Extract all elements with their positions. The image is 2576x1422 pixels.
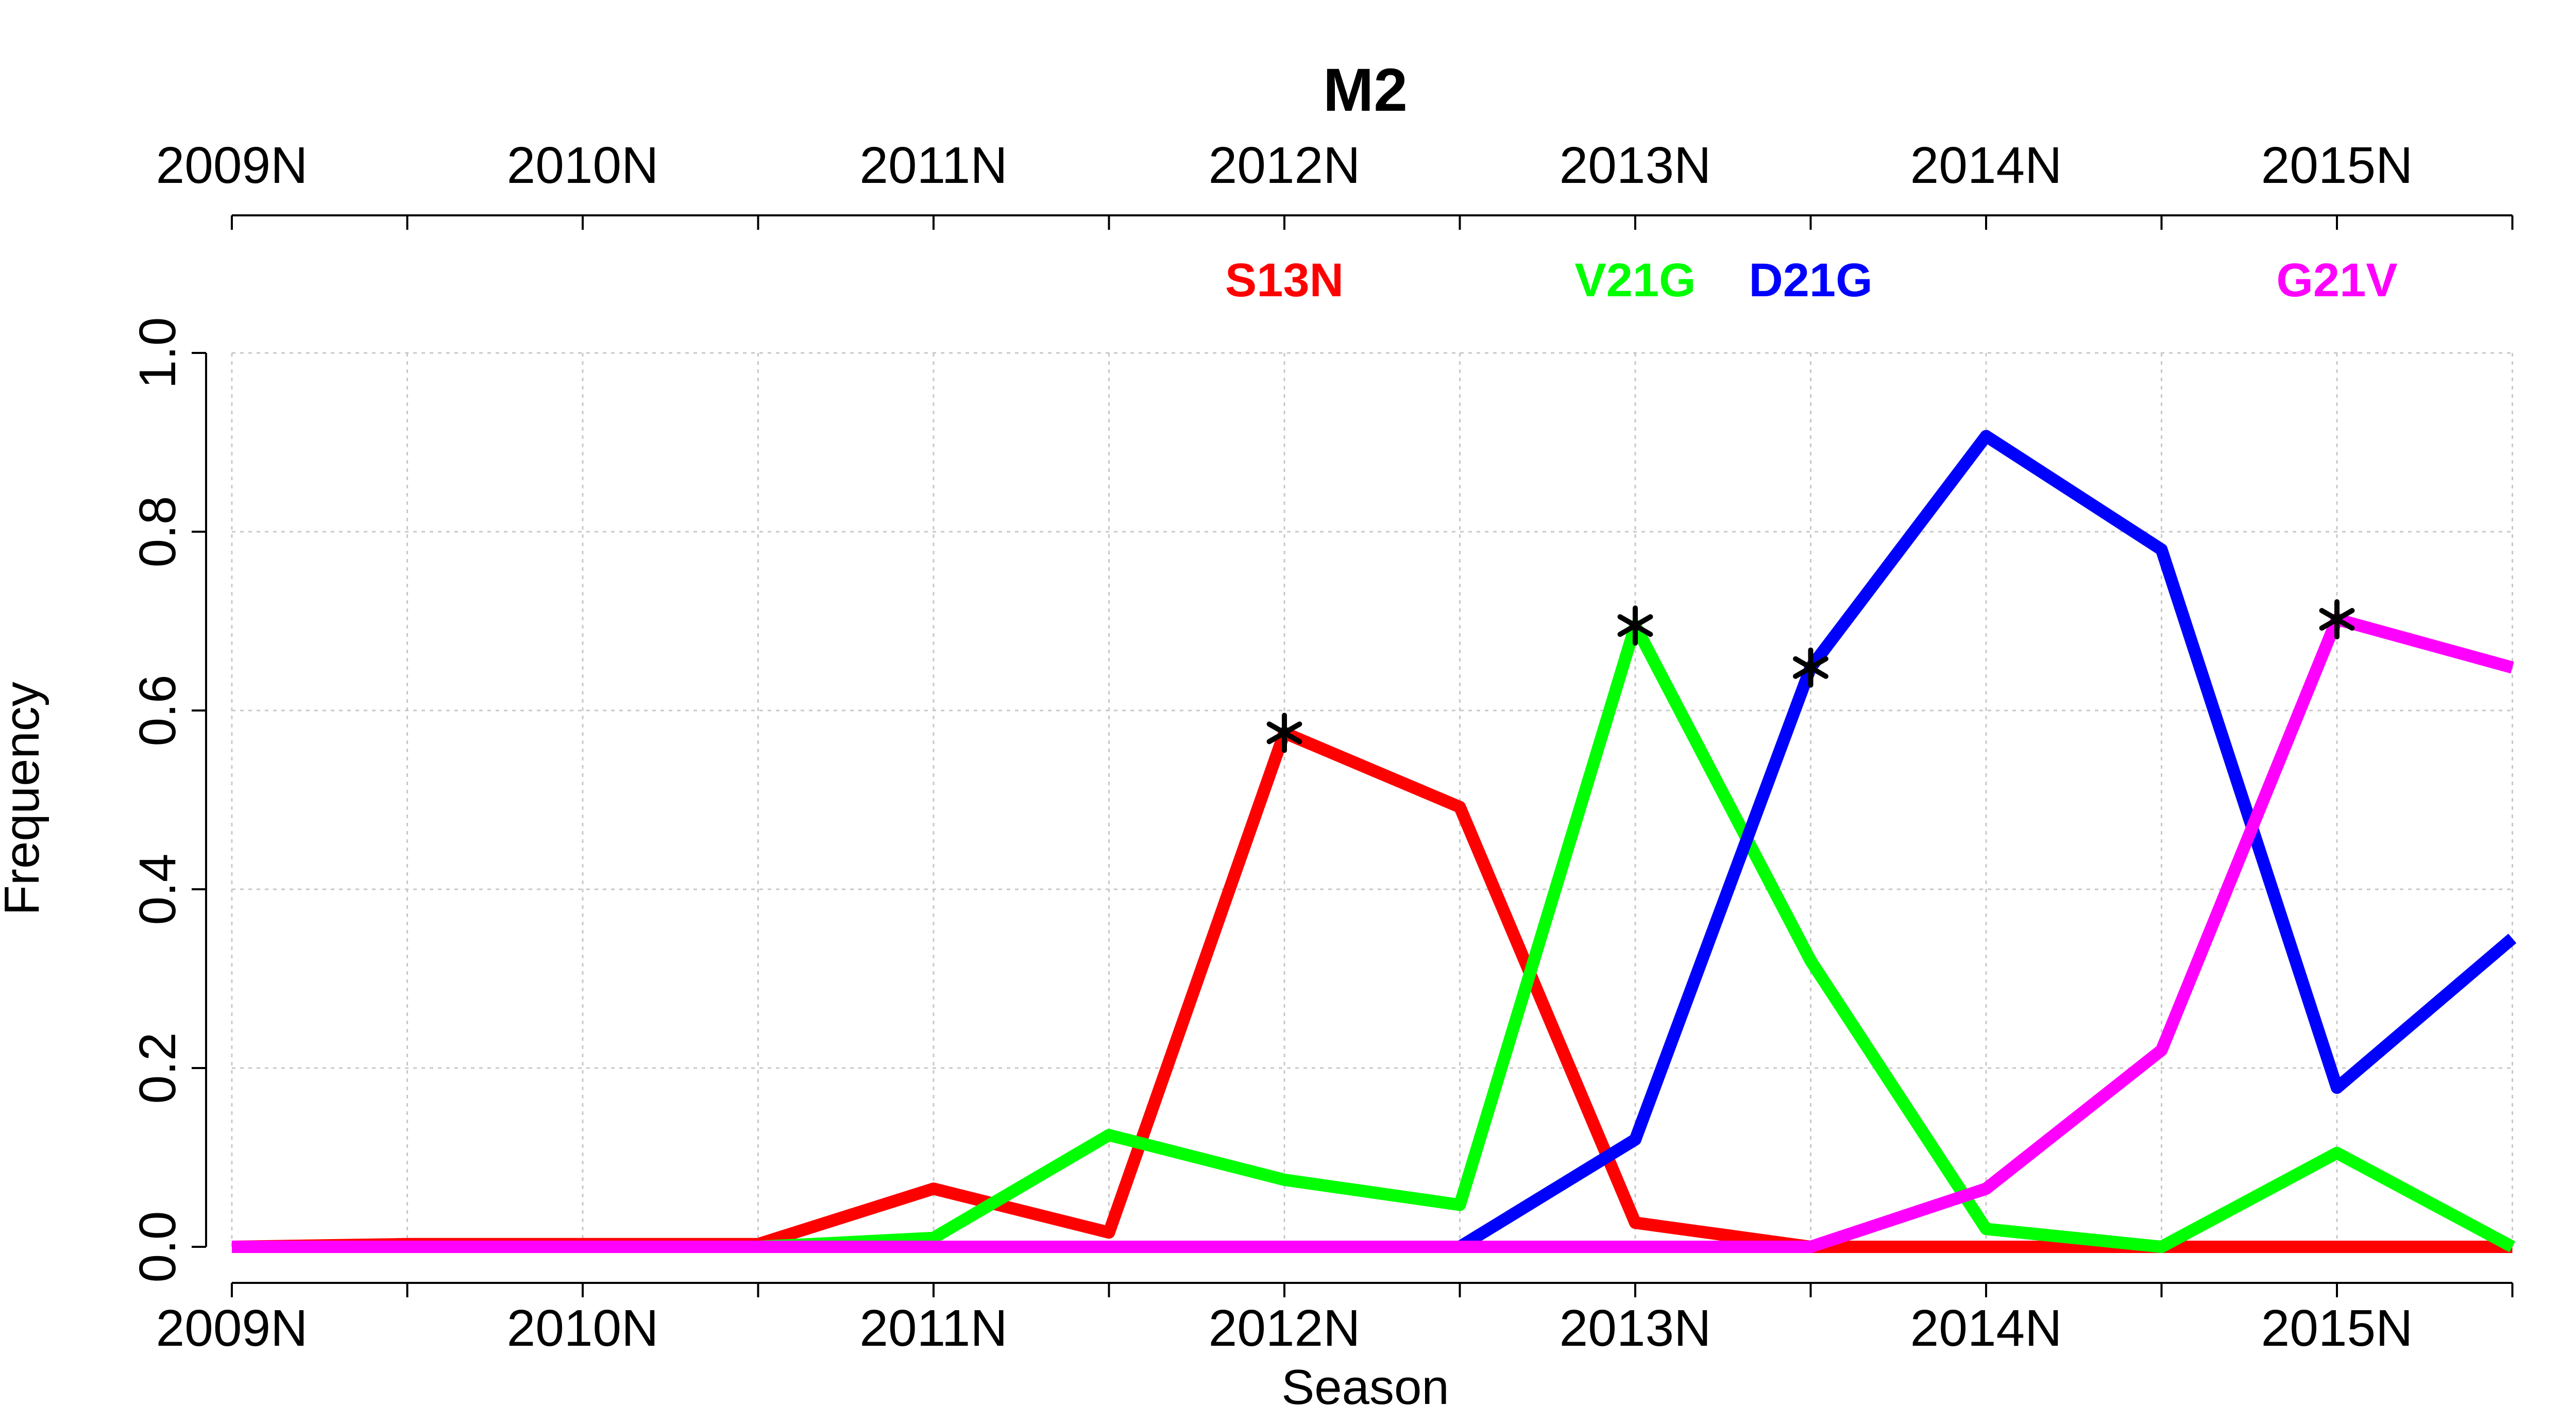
x-axis-tick-label: 2015N bbox=[2261, 1299, 2413, 1357]
mutation-label-s13n: S13N bbox=[1225, 254, 1344, 307]
y-axis-title: Frequency bbox=[0, 682, 49, 916]
series-line-d21g bbox=[1456, 430, 2517, 1252]
marker-layer bbox=[1266, 599, 2355, 753]
marker-stroke bbox=[1793, 656, 1828, 679]
x-axis-tick-label: 2014N bbox=[1910, 1299, 2062, 1357]
y-axis-tick-label: 0.4 bbox=[129, 853, 187, 925]
mutation-label-d21g: D21G bbox=[1749, 254, 1872, 307]
y-axis-tick-label: 1.0 bbox=[129, 317, 187, 388]
mutation-labels: S13N V21G D21G G21V bbox=[1225, 254, 2398, 307]
x-axis-tick-label: 2011N bbox=[859, 1299, 1007, 1357]
series-line-s13n bbox=[231, 726, 2513, 1253]
marker-star-d21g bbox=[1793, 647, 1828, 688]
x-axis-tick-label: 2012N bbox=[1209, 1299, 1361, 1357]
x-axis-tick-label: 2009N bbox=[156, 1299, 308, 1357]
x-axis: 2009N 2010N 2011N 2012N 2013N 2014N 2015N bbox=[156, 1282, 2514, 1357]
y-axis-tick-label: 0.0 bbox=[129, 1211, 187, 1282]
top-axis-tick-label: 2009N bbox=[156, 137, 308, 194]
top-axis-tick-label: 2010N bbox=[507, 137, 659, 194]
x-axis-tick-label: 2013N bbox=[1560, 1299, 1711, 1357]
top-axis-tick-label: 2012N bbox=[1209, 137, 1361, 194]
y-axis-tick-label: 0.8 bbox=[129, 496, 187, 567]
y-axis-tick-label: 0.2 bbox=[129, 1032, 187, 1104]
y-axis-tick-label: 0.6 bbox=[129, 674, 187, 746]
series-line-v21g bbox=[232, 619, 2516, 1253]
chart-title: M2 bbox=[1323, 56, 1408, 124]
marker-star-s13n bbox=[1266, 713, 1302, 753]
x-axis-title: Season bbox=[1281, 1360, 1449, 1415]
top-axis-tick-label: 2013N bbox=[1560, 137, 1711, 194]
marker-stroke bbox=[2319, 608, 2355, 631]
marker-star-v21g bbox=[1617, 605, 1653, 646]
top-axis: 2009N 2010N 2011N 2012N 2013N 2014N 2015N bbox=[156, 137, 2514, 230]
marker-stroke bbox=[1266, 721, 1302, 744]
grid bbox=[231, 352, 2513, 1248]
marker-star-g21v bbox=[2319, 599, 2355, 640]
y-axis: 0.0 0.2 0.4 0.6 0.8 1.0 bbox=[129, 317, 207, 1283]
top-axis-tick-label: 2015N bbox=[2261, 137, 2413, 194]
series-layer bbox=[231, 430, 2517, 1253]
top-axis-tick-label: 2014N bbox=[1910, 137, 2062, 194]
mutation-label-g21v: G21V bbox=[2276, 254, 2397, 307]
top-axis-tick-label: 2011N bbox=[859, 137, 1007, 194]
series-line-g21v bbox=[232, 613, 2514, 1253]
mutation-label-v21g: V21G bbox=[1574, 254, 1696, 307]
marker-stroke bbox=[1617, 614, 1653, 637]
x-axis-tick-label: 2010N bbox=[507, 1299, 659, 1357]
